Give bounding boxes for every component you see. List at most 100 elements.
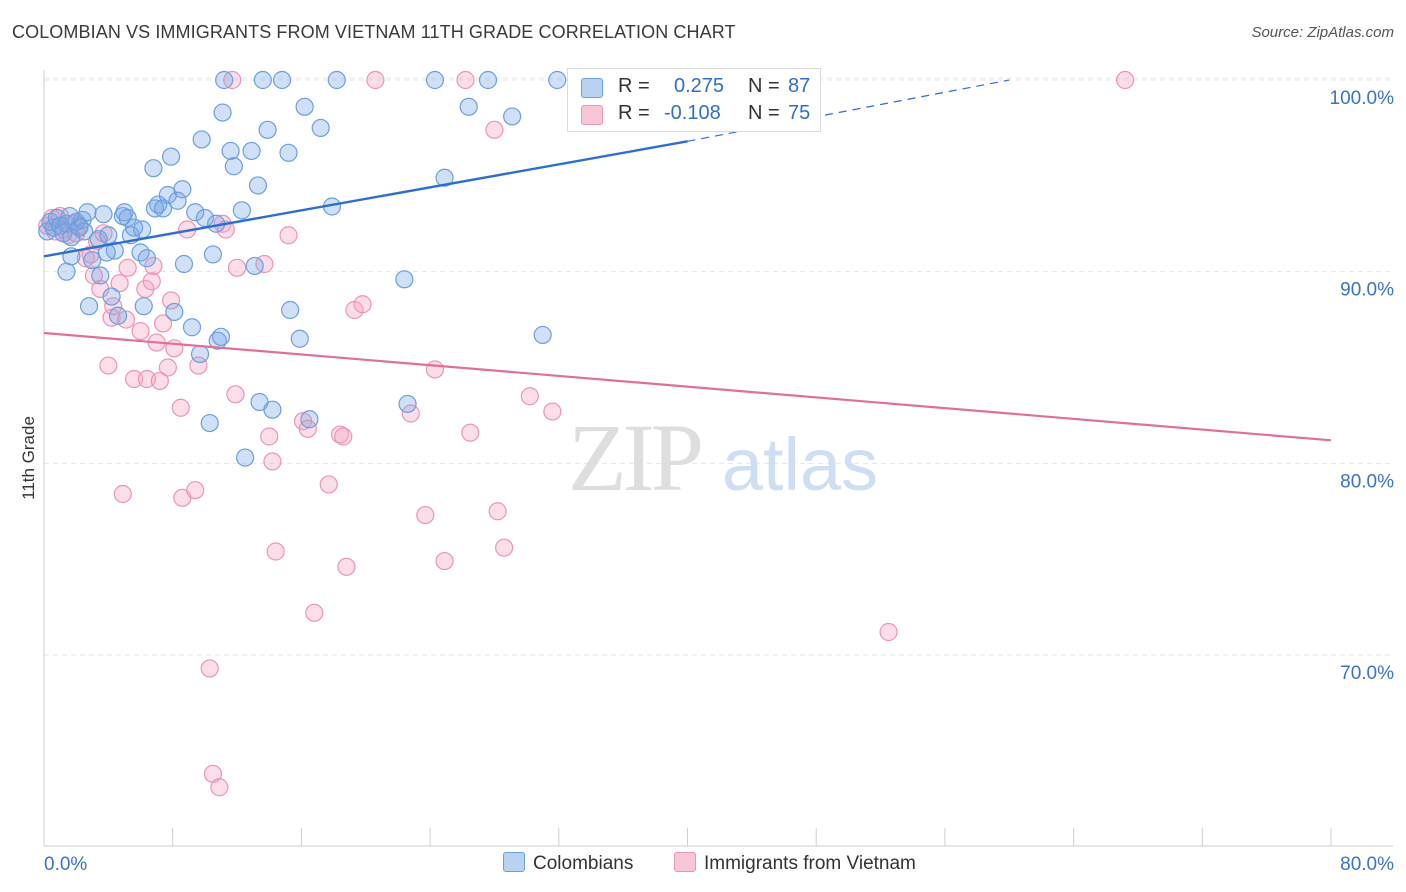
colombian-point [533,325,552,345]
colombian-trend-line [43,140,688,258]
colombian-point [232,201,251,220]
vietnam-point [118,258,137,277]
bottom-legend-vietnam: Immigrants from Vietnam [674,852,916,875]
colombian-point [242,141,261,161]
colombian-point [245,256,264,276]
vietnam-point [488,502,507,521]
colombian-point [94,205,113,224]
colombian-point [248,176,268,195]
watermark-atlas: atlas [722,423,878,506]
colombian-point [272,70,292,90]
vietnam-point [879,622,898,642]
vietnam-point [99,356,118,375]
axes [43,70,1393,847]
vietnam-point [227,258,247,277]
colombian-point [221,141,240,161]
colombian-point [211,327,231,346]
vietnam-point [495,538,514,557]
colombian-point [133,220,152,239]
colombian-point [108,306,128,325]
bottom-legend-label: Colombians [533,853,634,874]
vietnam-point [260,427,279,446]
legend-n-value: 75 [788,102,811,124]
colombian-point [300,410,319,429]
colombian-point [311,118,330,138]
vietnam-point [366,70,385,90]
colombian-point [186,203,205,222]
legend-r-label: R = [618,75,650,97]
vietnam-point [337,557,356,576]
y-tick-label: 90.0% [1340,280,1394,301]
colombian-point [118,208,137,228]
vietnam-point [456,70,475,90]
vietnam-point [1115,70,1135,90]
colombian-point [161,147,181,166]
y-tick-label: 100.0% [1330,88,1395,109]
colombian-point [78,203,97,222]
vietnam-point [200,659,219,678]
watermark-zip: ZIP [568,404,701,511]
colombian-point [395,270,414,289]
y-tick-label: 70.0% [1340,663,1394,684]
vietnam-point [279,226,298,245]
vietnam-point [319,475,338,494]
vietnam-point [186,481,205,500]
vietnam-trend-line [43,331,1332,442]
source-label: Source: ZipAtlas.com [1251,24,1394,41]
colombian-point [134,297,153,316]
y-tick-label: 80.0% [1340,471,1394,492]
colombian-point [57,262,76,281]
colombian-point [153,199,173,218]
bottom-legend-colombians: Colombians [503,852,633,875]
colombian-point [190,344,210,364]
colombian-point [253,70,272,90]
colombian-point [398,394,417,414]
colombian-point [435,168,454,187]
colombian-point [203,245,223,264]
legend-r-value: -0.108 [664,102,721,124]
vietnam-point [131,321,150,341]
vietnam-point [124,369,144,389]
vietnam-point [150,371,169,391]
tick-labels: 70.0% 80.0% 90.0% 100.0% 0.0% 80.0% [44,88,1394,875]
watermark: ZIP atlas [568,404,878,511]
trend-lines [43,79,1332,442]
colombian-point [224,157,243,176]
vietnam-point [416,505,435,525]
vietnam-point [142,272,161,291]
vietnam-point [353,295,372,314]
colombian-point [91,266,110,285]
colombian-point [263,400,282,419]
colombian-point [548,70,567,90]
colombian-trend-extension [687,79,1010,142]
vietnam-point [189,356,208,375]
bottom-legend-swatch-pink [674,852,696,872]
colombian-point [281,300,300,320]
colombian-point [295,97,314,116]
vietnam-point [153,314,173,333]
legend-swatch-blue [581,78,603,98]
colombian-point [258,120,277,139]
legend-swatch-pink [581,105,603,125]
x-tick-label: 80.0% [1340,854,1394,875]
vietnam-point [266,542,285,561]
colombian-point [144,159,163,178]
bottom-legend-swatch-blue [503,852,525,872]
colombian-point [200,413,219,433]
colombian-points [38,70,689,467]
y-axis-label: 11th Grade [19,416,38,500]
colombian-point [327,70,346,90]
colombian-point [168,191,187,210]
vietnam-point [461,423,480,442]
legend-n-value: 87 [788,75,811,97]
colombian-point [102,287,121,306]
vietnam-point [102,308,121,327]
colombian-point [503,107,522,126]
bottom-legend-label: Immigrants from Vietnam [704,853,916,874]
legend-r-value: 0.275 [674,75,725,97]
colombian-point [75,222,94,241]
colombian-point [99,226,118,245]
gridlines [44,77,1391,656]
vietnam-point [158,358,177,377]
colombian-point [213,103,232,122]
